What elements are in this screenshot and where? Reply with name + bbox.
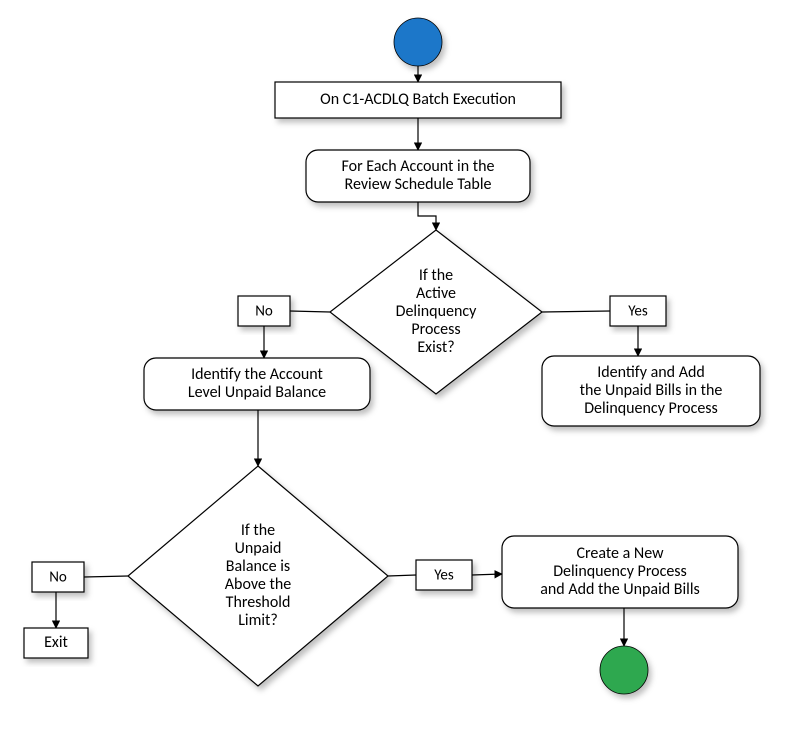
svg-text:If the: If the bbox=[419, 266, 453, 285]
svg-text:Delinquency: Delinquency bbox=[396, 302, 478, 321]
svg-text:Identify and Add: Identify and Add bbox=[597, 363, 705, 382]
svg-text:No: No bbox=[255, 303, 273, 321]
svg-text:Create a New: Create a New bbox=[576, 544, 664, 563]
svg-text:Identify the Account: Identify the Account bbox=[191, 365, 323, 384]
svg-text:For Each Account in the: For Each Account in the bbox=[342, 157, 495, 176]
svg-text:Yes: Yes bbox=[434, 567, 454, 585]
svg-text:Active: Active bbox=[416, 284, 456, 303]
svg-text:Above the: Above the bbox=[225, 575, 291, 594]
svg-text:Balance is: Balance is bbox=[226, 557, 290, 576]
start-node bbox=[394, 18, 442, 66]
svg-text:No: No bbox=[49, 569, 67, 587]
svg-text:and Add the Unpaid Bills: and Add the Unpaid Bills bbox=[540, 580, 700, 599]
svg-text:Unpaid: Unpaid bbox=[235, 539, 282, 558]
flowchart-canvas: On C1-ACDLQ Batch Execution For Each Acco… bbox=[0, 0, 798, 752]
svg-text:Exist?: Exist? bbox=[417, 338, 454, 357]
svg-text:Delinquency Process: Delinquency Process bbox=[584, 399, 718, 418]
svg-text:Limit?: Limit? bbox=[238, 611, 278, 630]
svg-text:On C1-ACDLQ Batch Execution: On C1-ACDLQ Batch Execution bbox=[320, 90, 516, 109]
end-node bbox=[600, 646, 648, 694]
svg-text:If the: If the bbox=[241, 521, 275, 540]
svg-text:the Unpaid Bills in the: the Unpaid Bills in the bbox=[580, 381, 723, 400]
svg-text:Review Schedule Table: Review Schedule Table bbox=[345, 175, 492, 194]
svg-text:Delinquency Process: Delinquency Process bbox=[553, 562, 687, 581]
svg-text:Yes: Yes bbox=[628, 303, 648, 321]
svg-text:Exit: Exit bbox=[44, 633, 68, 652]
svg-text:Level Unpaid Balance: Level Unpaid Balance bbox=[188, 383, 326, 402]
svg-text:Process: Process bbox=[411, 320, 460, 339]
svg-text:Threshold: Threshold bbox=[226, 593, 291, 612]
